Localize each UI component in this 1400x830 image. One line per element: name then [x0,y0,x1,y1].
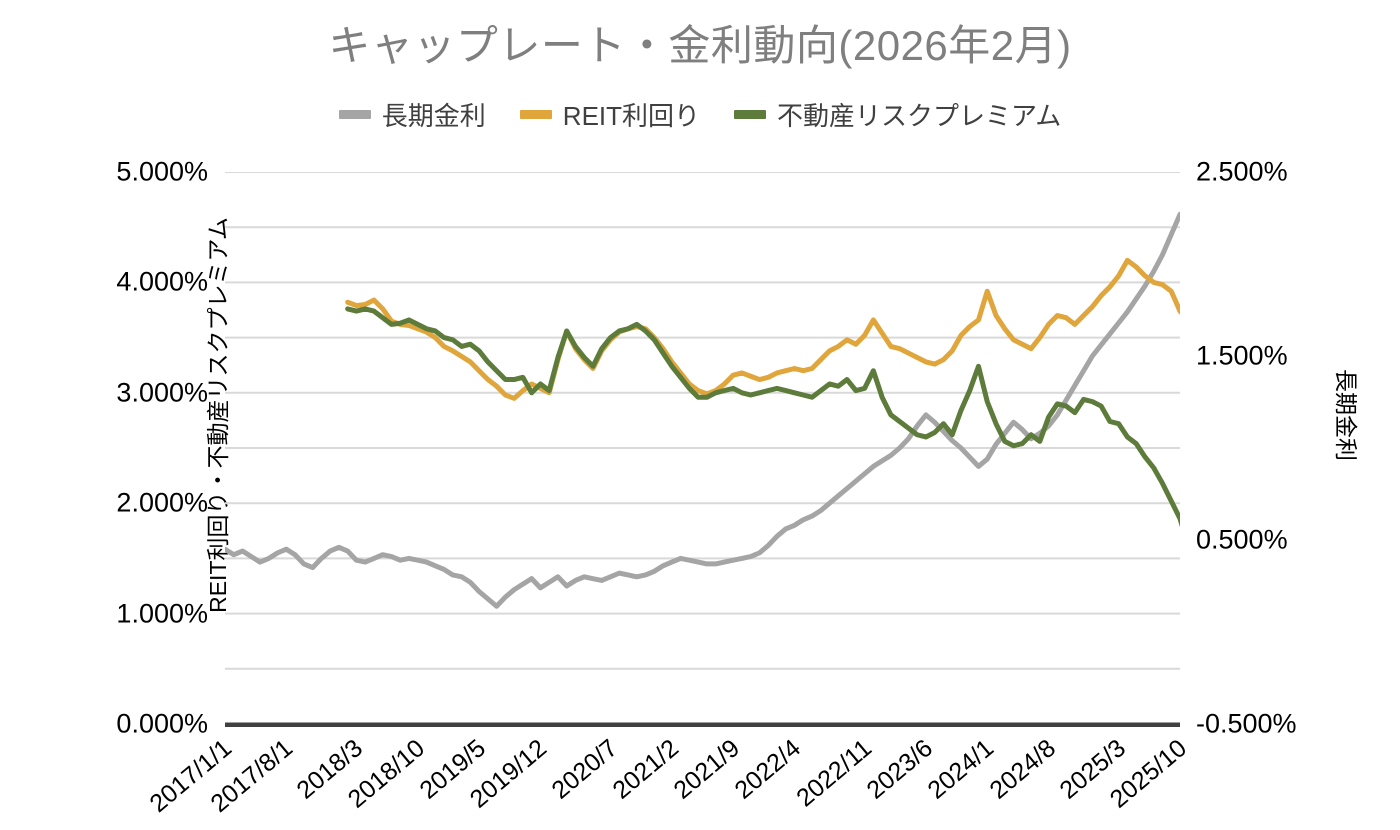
x-axis-line [225,724,1180,727]
right-axis-tick-label: -0.500% [1196,708,1297,739]
legend-swatch-icon [338,110,371,119]
x-axis-tick-label: 2023/6 [861,734,938,805]
right-axis-tick-label: 2.500% [1196,156,1288,187]
plot-area [225,172,1180,724]
chart-title: キャップレート・金利動向(2026年2月) [328,22,1072,69]
left-axis-tick-label: 1.000% [116,598,208,629]
legend-item-label: 不動産リスクプレミアム [777,101,1062,131]
right-axis-tick-label: 1.500% [1196,340,1288,371]
series-line [345,306,1180,528]
series-lines [225,211,1180,609]
chart-legend: 長期金利 REIT利回り 不動産リスクプレミアム [0,96,1400,133]
legend-swatch-icon [734,110,767,119]
x-axis-tick-label: 2021/9 [668,734,746,805]
legend-item[interactable]: 長期金利 [338,96,486,133]
x-axis-tick-label: 2020/7 [545,734,623,805]
left-axis-tick-label: 5.000% [116,156,208,187]
series-line [225,211,1180,609]
legend-item-label: REIT利回り [562,101,701,131]
right-axis-title: 長期金利 [1333,369,1359,461]
left-axis-tick-label: 2.000% [116,487,208,518]
series-line [345,257,1180,401]
right-axis-tick-label: 0.500% [1196,524,1288,555]
left-axis-tick-label: 4.000% [116,266,208,297]
legend-swatch-icon [519,110,552,119]
left-axis-tick-label: 3.000% [116,377,208,408]
left-axis-tick-label: 0.000% [116,708,208,739]
x-axis-tick-label: 2024/8 [983,734,1061,805]
legend-item[interactable]: 不動産リスクプレミアム [734,96,1061,133]
x-axis-tick-label: 2022/11 [790,734,877,813]
legend-item[interactable]: REIT利回り [519,96,701,133]
x-axis-tick-label: 2021/2 [607,734,684,805]
legend-item-label: 長期金利 [381,101,486,131]
x-axis-tick-label: 2024/1 [922,734,1000,805]
